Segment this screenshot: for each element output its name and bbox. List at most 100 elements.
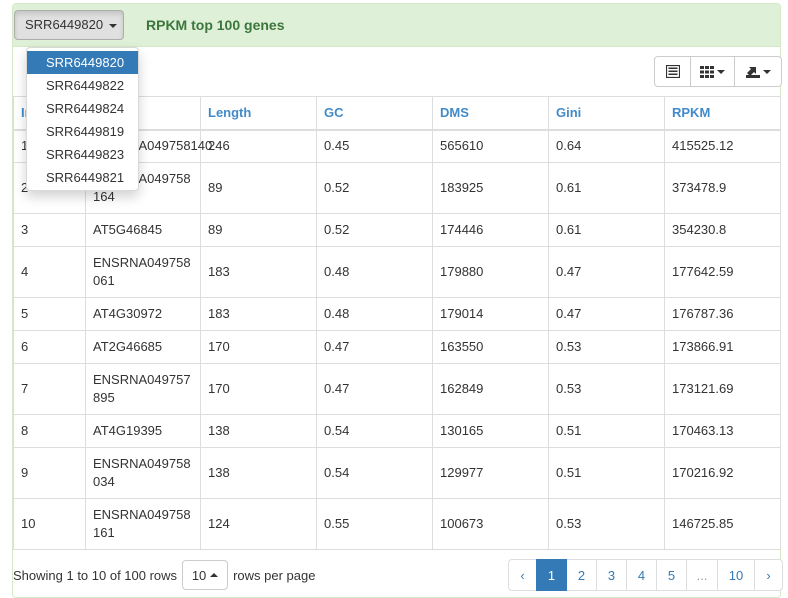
table-row: 6 AT2G46685 170 0.47 163550 0.53 173866.… bbox=[13, 330, 781, 364]
table-cell: 0.54 bbox=[316, 414, 433, 448]
table-cell: 0.53 bbox=[548, 363, 665, 415]
toggle-view-button[interactable] bbox=[654, 56, 691, 87]
table-cell: 89 bbox=[200, 162, 317, 214]
chevron-down-icon bbox=[717, 69, 725, 74]
page-button-1[interactable]: 1 bbox=[536, 559, 567, 591]
table-row: 9 ENSRNA049758034 138 0.54 129977 0.51 1… bbox=[13, 447, 781, 499]
table-cell: 130165 bbox=[432, 414, 549, 448]
chevron-down-icon bbox=[109, 23, 118, 28]
columns-grid-icon bbox=[700, 65, 714, 78]
table-cell: 100673 bbox=[432, 498, 549, 550]
table-cell: 170 bbox=[200, 363, 317, 415]
page-size-value: 10 bbox=[191, 567, 207, 583]
table-cell: 124 bbox=[200, 498, 317, 550]
table-cell: ENSRNA049757895 bbox=[85, 363, 201, 415]
table-toolbar bbox=[654, 56, 782, 87]
page-button-10[interactable]: 10 bbox=[717, 559, 755, 591]
table-cell: 565610 bbox=[432, 129, 549, 163]
table-cell: AT4G19395 bbox=[85, 414, 201, 448]
table-cell: 0.47 bbox=[316, 363, 433, 415]
pagination-detail: Showing 1 to 10 of 100 rows 10 rows per … bbox=[13, 560, 315, 590]
page-title: RPKM top 100 genes bbox=[146, 17, 285, 33]
table-row: 5 AT4G30972 183 0.48 179014 0.47 176787.… bbox=[13, 297, 781, 331]
dropdown-item[interactable]: SRR6449819 bbox=[46, 124, 125, 139]
page-prev-button[interactable]: ‹ bbox=[508, 559, 537, 591]
table-row: 4 ENSRNA049758061 183 0.48 179880 0.47 1… bbox=[13, 246, 781, 298]
table-cell: 0.64 bbox=[548, 129, 665, 163]
table-cell: 5 bbox=[13, 297, 86, 331]
page-size-button[interactable]: 10 bbox=[182, 560, 229, 590]
column-header[interactable]: GC bbox=[316, 96, 433, 131]
dropdown-item[interactable]: SRR6449822 bbox=[46, 78, 125, 93]
table-cell: 89 bbox=[200, 213, 317, 247]
table-row: 8 AT4G19395 138 0.54 130165 0.51 170463.… bbox=[13, 414, 781, 448]
table-cell: 246 bbox=[200, 129, 317, 163]
table-cell: 179014 bbox=[432, 297, 549, 331]
column-header[interactable]: Length bbox=[200, 96, 317, 131]
table-cell: 0.48 bbox=[316, 297, 433, 331]
table-cell: 415525.12 bbox=[664, 129, 781, 163]
table-cell: 7 bbox=[13, 363, 86, 415]
table-cell: 183925 bbox=[432, 162, 549, 214]
rows-per-page-text: rows per page bbox=[233, 567, 316, 583]
table-cell: 138 bbox=[200, 414, 317, 448]
table-cell: 170463.13 bbox=[664, 414, 781, 448]
page-ellipsis: ... bbox=[686, 559, 718, 591]
dropdown-item[interactable]: SRR6449823 bbox=[46, 147, 125, 162]
table-row: 3 AT5G46845 89 0.52 174446 0.61 354230.8 bbox=[13, 213, 781, 247]
table-cell: 179880 bbox=[432, 246, 549, 298]
dropdown-item[interactable]: SRR6449824 bbox=[46, 101, 125, 116]
table-cell: 174446 bbox=[432, 213, 549, 247]
dropdown-item-selected[interactable]: SRR6449820 bbox=[27, 51, 138, 74]
columns-button[interactable] bbox=[691, 56, 735, 87]
table-cell: 0.52 bbox=[316, 162, 433, 214]
page-button-5[interactable]: 5 bbox=[656, 559, 687, 591]
table-cell: 10 bbox=[13, 498, 86, 550]
sample-select-button[interactable]: SRR6449820 bbox=[14, 10, 124, 40]
panel-heading bbox=[13, 4, 780, 47]
table-cell: 162849 bbox=[432, 363, 549, 415]
export-button[interactable] bbox=[735, 56, 782, 87]
table-cell: 138 bbox=[200, 447, 317, 499]
column-header[interactable]: RPKM bbox=[664, 96, 781, 131]
column-header[interactable]: Gini bbox=[548, 96, 665, 131]
table-cell: 0.61 bbox=[548, 213, 665, 247]
table-cell: 0.48 bbox=[316, 246, 433, 298]
table-row: 7 ENSRNA049757895 170 0.47 162849 0.53 1… bbox=[13, 363, 781, 415]
column-header[interactable]: DMS bbox=[432, 96, 549, 131]
table-cell: 0.51 bbox=[548, 447, 665, 499]
table-cell: 173121.69 bbox=[664, 363, 781, 415]
page-next-button[interactable]: › bbox=[754, 559, 783, 591]
table-cell: 0.53 bbox=[548, 498, 665, 550]
dropdown-item[interactable]: SRR6449821 bbox=[46, 170, 125, 185]
table-cell: 177642.59 bbox=[664, 246, 781, 298]
table-cell: 0.45 bbox=[316, 129, 433, 163]
table-cell: 0.61 bbox=[548, 162, 665, 214]
list-view-icon bbox=[665, 65, 680, 78]
table-cell: 129977 bbox=[432, 447, 549, 499]
table-cell: 163550 bbox=[432, 330, 549, 364]
table-cell: ENSRNA049758161 bbox=[85, 498, 201, 550]
export-icon bbox=[745, 67, 760, 78]
table-cell: 9 bbox=[13, 447, 86, 499]
table-cell: 0.51 bbox=[548, 414, 665, 448]
table-cell: AT5G46845 bbox=[85, 213, 201, 247]
table-cell: 8 bbox=[13, 414, 86, 448]
page-button-4[interactable]: 4 bbox=[626, 559, 657, 591]
table-cell: AT4G30972 bbox=[85, 297, 201, 331]
table-cell: 373478.9 bbox=[664, 162, 781, 214]
chevron-down-icon bbox=[762, 69, 771, 74]
table-cell: 0.54 bbox=[316, 447, 433, 499]
table-cell: AT2G46685 bbox=[85, 330, 201, 364]
genes-table: Index ID Length GC DMS Gini RPKM 1 ENSRN… bbox=[13, 96, 781, 550]
showing-rows-text: Showing 1 to 10 of 100 rows bbox=[13, 567, 178, 583]
table-cell: 354230.8 bbox=[664, 213, 781, 247]
table-cell: 176787.36 bbox=[664, 297, 781, 331]
page-button-3[interactable]: 3 bbox=[596, 559, 627, 591]
table-cell: 4 bbox=[13, 246, 86, 298]
genes-panel bbox=[12, 3, 781, 598]
table-cell: 0.47 bbox=[548, 297, 665, 331]
page-button-2[interactable]: 2 bbox=[566, 559, 597, 591]
table-cell: 170 bbox=[200, 330, 317, 364]
table-cell: 146725.85 bbox=[664, 498, 781, 550]
